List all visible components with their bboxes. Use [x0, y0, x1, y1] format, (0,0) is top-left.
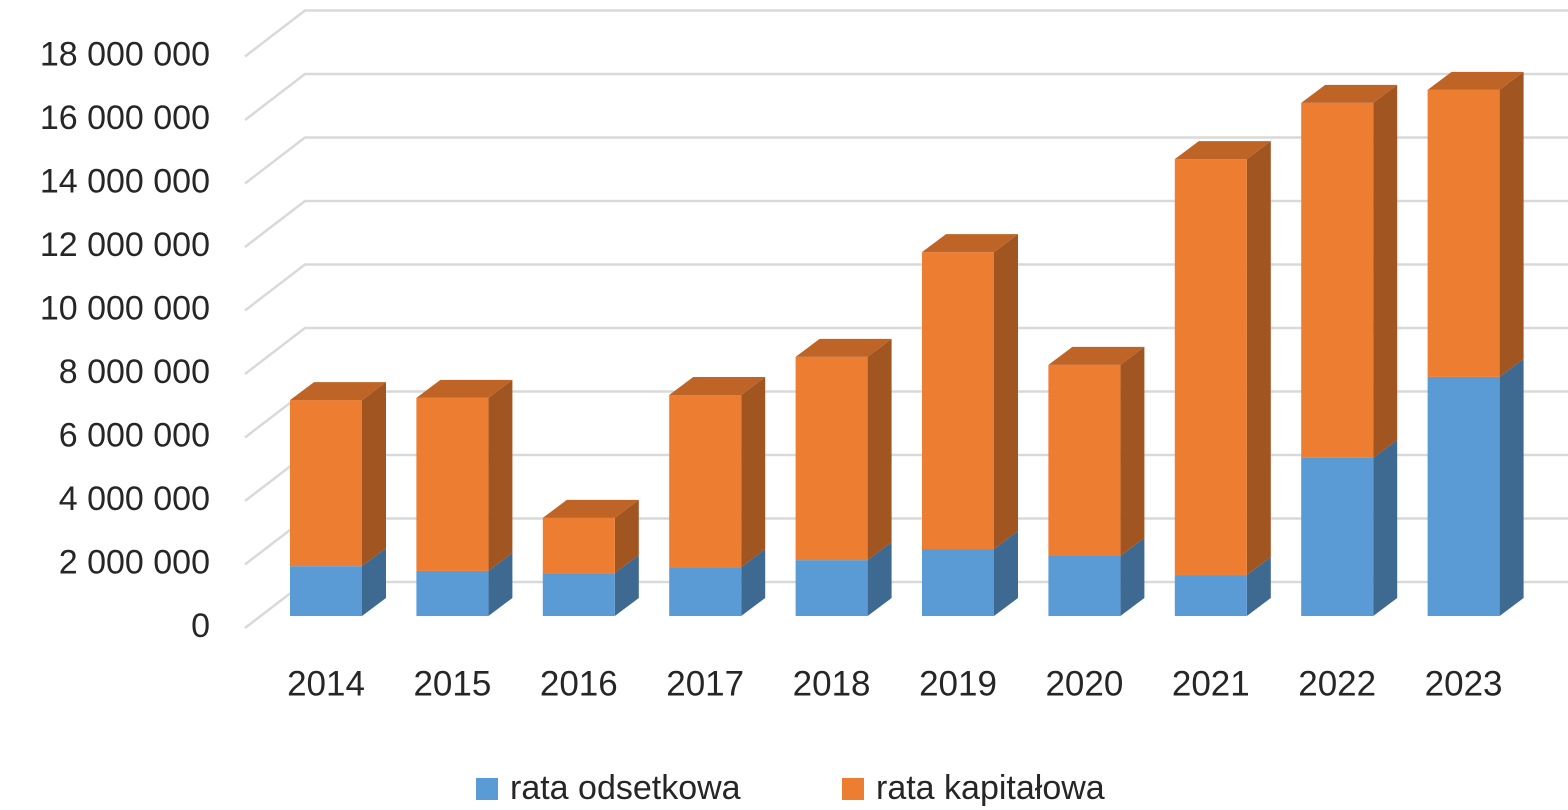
bar-side [741, 377, 766, 568]
x-tick-label: 2022 [1298, 664, 1376, 703]
bar [795, 560, 868, 616]
bar-side [1499, 71, 1524, 377]
bar-side [867, 542, 892, 616]
bar-top [922, 234, 1018, 253]
legend-swatch [476, 778, 498, 800]
y-tick-label: 10 000 000 [40, 289, 210, 327]
bar [922, 252, 994, 550]
y-tick-label: 6 000 000 [59, 416, 210, 454]
bar-top [1174, 141, 1271, 160]
bar [669, 395, 742, 568]
bar-top [669, 377, 766, 396]
bar [669, 567, 742, 616]
grid-line [244, 199, 1568, 248]
bar [1048, 364, 1121, 556]
bar-top [1301, 84, 1398, 103]
bar-side [994, 234, 1018, 550]
bar [1301, 102, 1374, 458]
x-tick-label: 2021 [1172, 664, 1250, 703]
x-tick-label: 2016 [540, 664, 618, 703]
bar-side [867, 338, 892, 561]
legend-label: rata odsetkowa [510, 769, 741, 807]
bar [1174, 159, 1247, 576]
y-tick-label: 16 000 000 [40, 99, 210, 137]
legend-label: rata kapitałowa [876, 769, 1105, 807]
bar [1301, 457, 1374, 616]
y-tick-label: 8 000 000 [59, 353, 210, 391]
bar-side [1499, 358, 1524, 616]
y-tick-label: 4 000 000 [59, 480, 210, 518]
bar-top [542, 499, 639, 518]
bar-side [614, 499, 639, 574]
bar [922, 549, 994, 616]
x-tick-label: 2014 [287, 664, 365, 703]
x-tick-label: 2023 [1425, 664, 1503, 703]
legend-swatch [842, 778, 864, 800]
bar [795, 356, 868, 561]
y-tick-label: 18 000 000 [40, 35, 210, 73]
bar [1048, 555, 1121, 616]
grid-line [244, 263, 1568, 312]
bar-side [994, 531, 1018, 616]
y-tick-label: 0 [191, 607, 210, 645]
bar-side [362, 382, 386, 567]
bar [542, 573, 615, 616]
bar [1427, 89, 1500, 377]
x-tick-label: 2018 [793, 664, 871, 703]
bar-side [362, 548, 386, 616]
grid-line [244, 9, 1568, 58]
bar [290, 400, 362, 567]
bar-top [795, 338, 892, 357]
bar-side [488, 552, 513, 616]
grid-line [244, 136, 1568, 185]
bar-side [1120, 537, 1145, 616]
bar-side [614, 555, 639, 616]
bar [416, 397, 489, 571]
bar-side [1246, 557, 1271, 616]
bar-side [1373, 439, 1398, 616]
y-tick-label: 12 000 000 [40, 226, 210, 264]
bar-top [1048, 346, 1145, 365]
bar-top [416, 379, 513, 398]
x-tick-label: 2019 [919, 664, 997, 703]
y-tick-label: 2 000 000 [59, 543, 210, 581]
bar-top [290, 382, 386, 401]
bar [1427, 376, 1500, 616]
bar [416, 570, 489, 616]
bar [290, 566, 362, 616]
bar-side [1246, 141, 1271, 576]
bar [542, 517, 615, 574]
bar-side [1120, 346, 1145, 556]
x-tick-label: 2020 [1045, 664, 1123, 703]
bar-side [741, 549, 766, 616]
bar-top [1427, 71, 1524, 90]
bar-side [1373, 84, 1398, 458]
y-tick-label: 14 000 000 [40, 162, 210, 200]
grid-line [244, 326, 1568, 375]
x-tick-label: 2017 [666, 664, 744, 703]
bar-side [488, 379, 513, 571]
x-tick-label: 2015 [413, 664, 491, 703]
bar [1174, 575, 1247, 616]
grid-line [244, 72, 1568, 121]
